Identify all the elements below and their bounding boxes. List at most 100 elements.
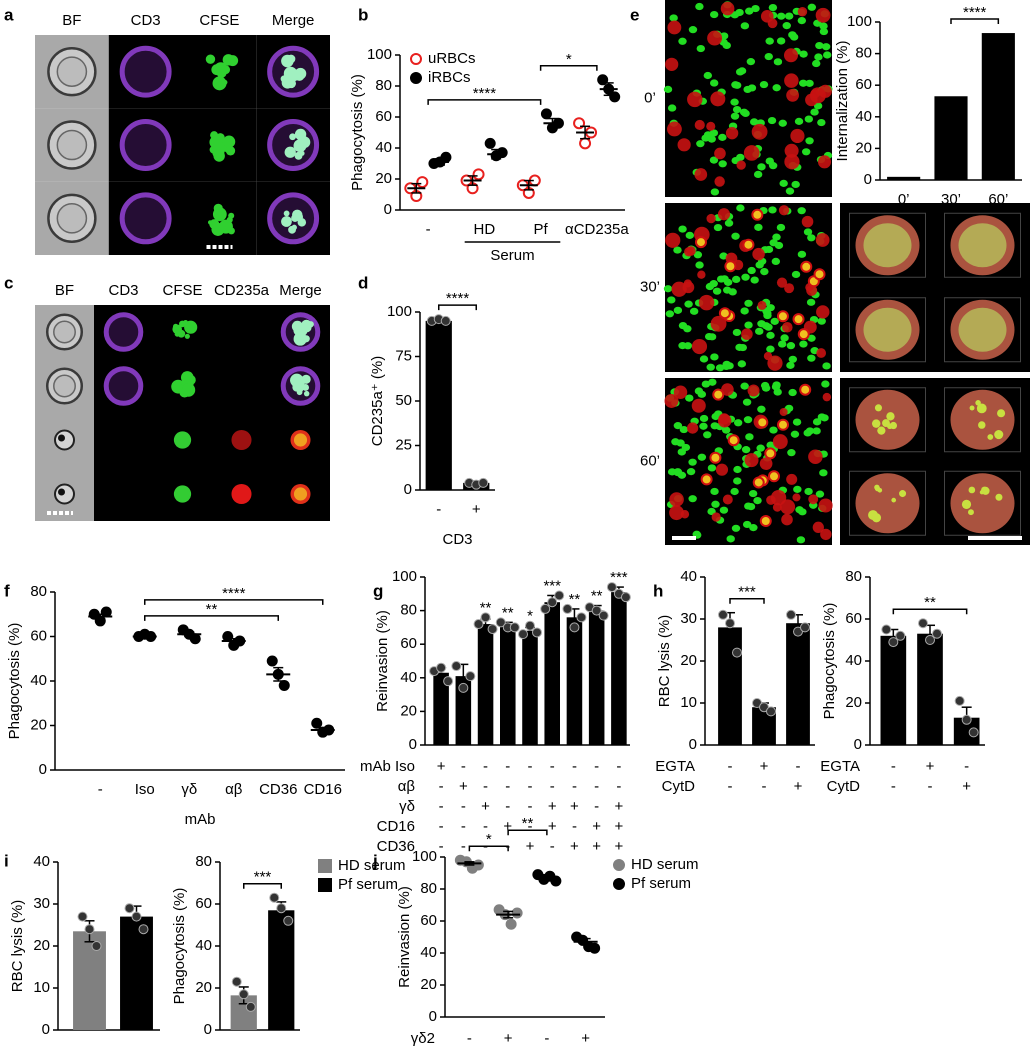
cell (757, 163, 766, 171)
matrix-sign: - (461, 818, 466, 835)
cell (760, 268, 769, 276)
row-label: 60’ (640, 452, 660, 469)
column-label: Merge (279, 282, 322, 299)
matrix-sign: + (548, 818, 557, 835)
cell-blob (281, 76, 294, 89)
row-label: CD16 (377, 818, 415, 835)
matrix-sign: - (461, 798, 466, 815)
cell (700, 473, 713, 486)
cell (747, 84, 757, 92)
cell (709, 10, 719, 19)
cell (667, 296, 676, 304)
y-tick-label: 60 (195, 895, 212, 912)
cell (777, 418, 790, 431)
row-label: CD36 (377, 838, 415, 855)
cell-blob (286, 54, 296, 64)
cell (786, 361, 795, 369)
matrix-sign: - (572, 778, 577, 795)
column-label: CFSE (199, 12, 239, 29)
cell-3d-spot (899, 490, 907, 498)
cell (701, 380, 711, 388)
cell-blob (294, 152, 300, 158)
cell (664, 393, 679, 408)
x-tick-label: CD16 (304, 781, 342, 798)
panel-letter: g (373, 581, 383, 600)
matrix-sign: + (570, 838, 579, 855)
bar (522, 630, 538, 745)
cell (765, 157, 774, 165)
cell (815, 490, 825, 498)
cell (794, 117, 804, 125)
data-point (786, 609, 796, 620)
significance-label: ** (502, 604, 514, 621)
cell-3d-inner (958, 307, 1007, 352)
cell (710, 91, 726, 107)
cell (748, 489, 758, 498)
y-axis-label: RBC lysis (%) (9, 900, 26, 993)
cell (759, 515, 772, 528)
matrix-sign: - (544, 1030, 549, 1047)
cell (819, 27, 829, 36)
cell-blob (294, 128, 307, 141)
cell (755, 261, 764, 269)
cell (689, 307, 699, 315)
bar (268, 910, 295, 1030)
cell (753, 170, 763, 179)
matrix-sign: + (437, 758, 446, 775)
cell (706, 363, 715, 371)
legend-label: HD serum (631, 856, 699, 873)
cell (694, 119, 705, 131)
row-label: mAb Iso (360, 758, 415, 775)
matrix-sign: - (728, 778, 733, 795)
legend-marker (613, 878, 625, 890)
cell (737, 360, 747, 368)
cell (801, 148, 811, 156)
column-label: CD235a (214, 282, 270, 299)
cell-3d (950, 473, 1015, 534)
cell (293, 487, 308, 501)
cell (741, 446, 751, 454)
y-tick-label: 40 (375, 139, 392, 156)
cell-3d-spot (871, 419, 881, 428)
matrix-sign: + (962, 778, 971, 795)
y-tick-label: 40 (855, 108, 872, 125)
y-tick-label: 100 (412, 848, 437, 865)
cell (799, 340, 808, 348)
data-point (573, 117, 586, 130)
data-point (91, 941, 102, 951)
bar (981, 33, 1015, 181)
panel-letter: j (372, 851, 378, 870)
bar (786, 623, 810, 745)
y-axis-label: CD235a⁺ (%) (369, 356, 386, 446)
cell-blob (172, 323, 179, 330)
matrix-sign: - (550, 838, 555, 855)
cell (667, 104, 677, 112)
data-point (131, 911, 142, 922)
significance-bracket (950, 18, 1000, 25)
significance-label: *** (610, 569, 628, 586)
y-tick-label: 40 (680, 568, 697, 585)
cell (727, 434, 740, 447)
matrix-sign: + (459, 778, 468, 795)
cell-3d (950, 389, 1015, 450)
bar (120, 916, 153, 1030)
matrix-sign: - (964, 758, 969, 775)
matrix-sign: + (615, 798, 624, 815)
matrix-sign: + (481, 798, 490, 815)
y-tick-label: 0 (404, 481, 412, 498)
cell (782, 321, 793, 333)
cell (756, 444, 765, 452)
cell (691, 398, 706, 413)
cell (715, 463, 729, 476)
significance-label: * (566, 51, 572, 68)
cell-3d-spot (968, 486, 976, 494)
cell (745, 7, 754, 15)
data-point (138, 924, 149, 935)
cell (740, 382, 749, 390)
y-tick-label: 100 (387, 303, 412, 320)
significance-bracket (427, 99, 542, 105)
cell (691, 338, 708, 355)
group-label: Serum (490, 247, 534, 264)
cell (820, 528, 832, 541)
cell (678, 342, 687, 350)
